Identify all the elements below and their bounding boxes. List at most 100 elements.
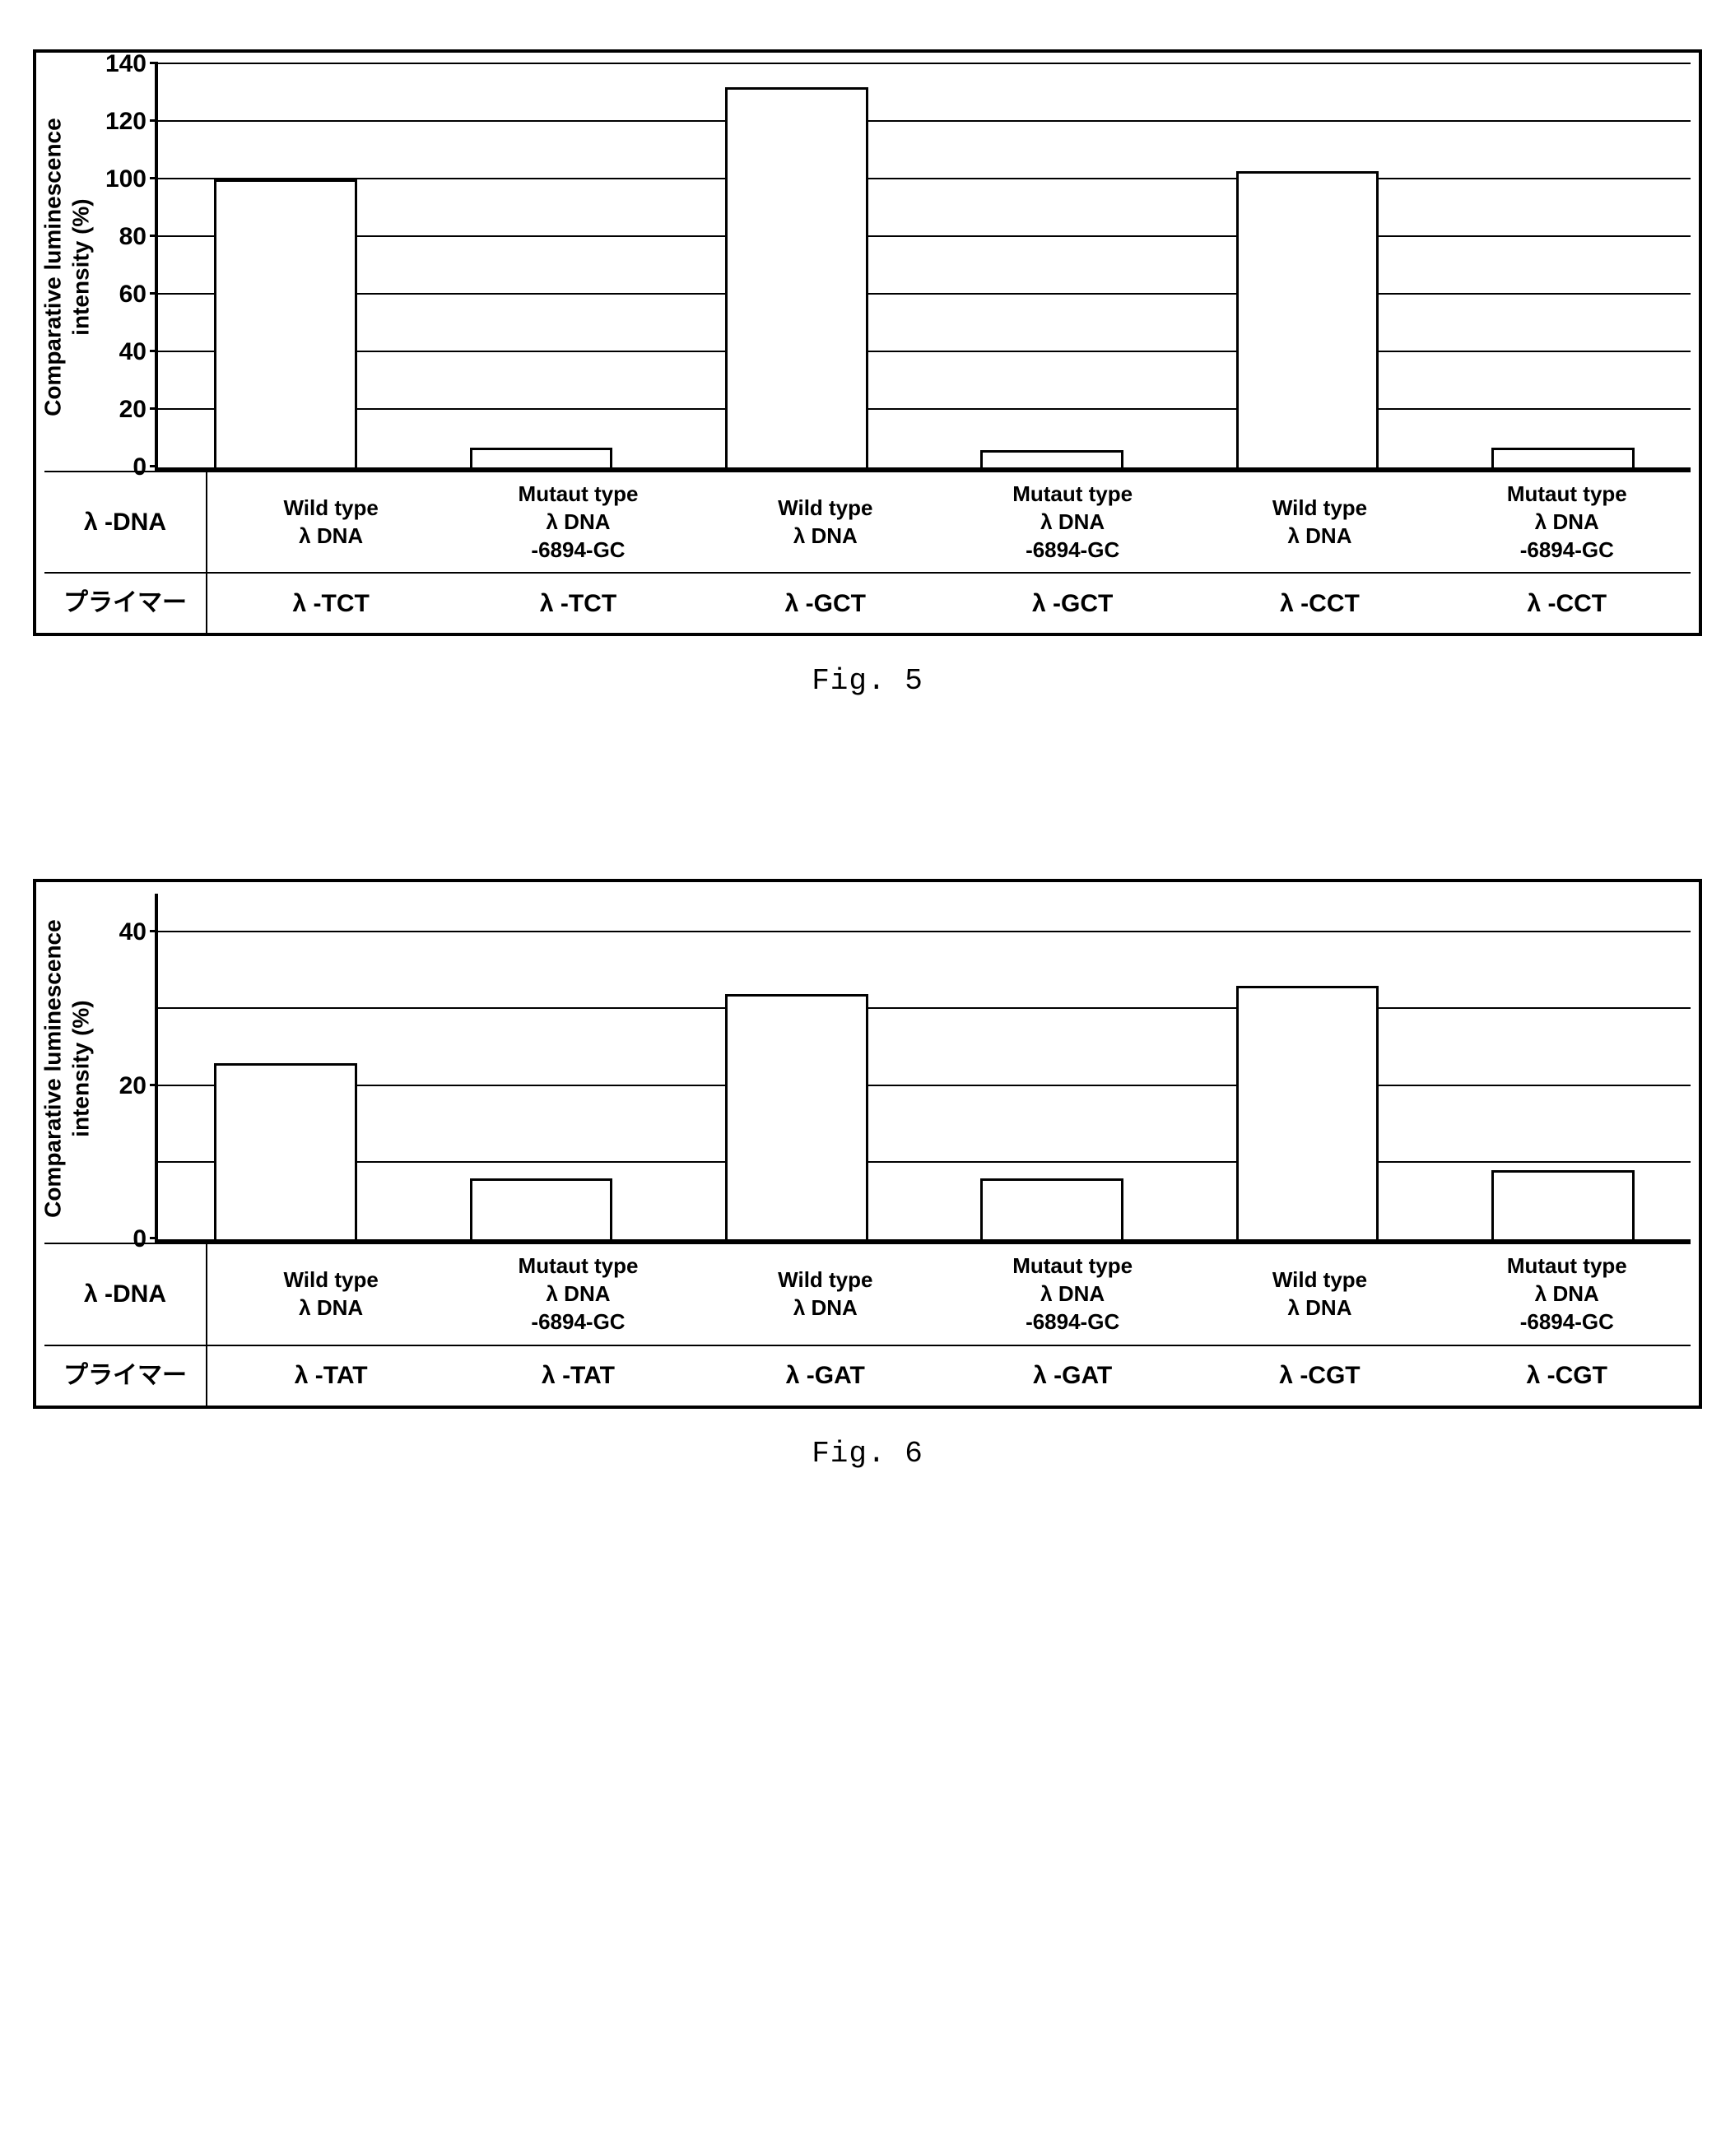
y-tick-mark bbox=[150, 177, 158, 179]
ylabel-line1: Comparative luminescence bbox=[40, 118, 65, 417]
table-row-dna: λ -DNAWild type λ DNAMutaut type λ DNA -… bbox=[44, 1243, 1691, 1344]
bar-slot bbox=[669, 64, 924, 467]
row-cells: Wild type λ DNAMutaut type λ DNA -6894-G… bbox=[207, 1244, 1691, 1344]
row-cells: λ -TCTλ -TCTλ -GCTλ -GCTλ -CCTλ -CCT bbox=[207, 574, 1691, 633]
dna-type-cell: Wild type λ DNA bbox=[702, 1244, 949, 1344]
bar bbox=[214, 179, 357, 467]
y-tick-mark bbox=[150, 235, 158, 237]
bar-slot bbox=[413, 894, 668, 1239]
dna-type-cell: Wild type λ DNA bbox=[207, 1244, 454, 1344]
y-tick-label: 100 bbox=[105, 165, 147, 193]
row-cells: Wild type λ DNAMutaut type λ DNA -6894-G… bbox=[207, 472, 1691, 572]
chart-container: Comparative luminescenceintensity (%) 0 20… bbox=[33, 49, 1702, 636]
dna-type-cell: Wild type λ DNA bbox=[1196, 472, 1443, 572]
y-tick-mark bbox=[150, 62, 158, 64]
bar bbox=[980, 1178, 1123, 1240]
y-tick-mark bbox=[150, 1084, 158, 1086]
bar bbox=[1236, 986, 1379, 1239]
chart-row: Comparative luminescenceintensity (%)020… bbox=[44, 894, 1691, 1243]
figure-block: Comparative luminescenceintensity (%) 0 20… bbox=[33, 49, 1702, 698]
dna-type-cell: Mutaut type λ DNA -6894-GC bbox=[1444, 472, 1691, 572]
y-tick-mark bbox=[150, 350, 158, 352]
y-tick-labels: 020406080100120140 bbox=[89, 64, 155, 467]
bar-slot bbox=[413, 64, 668, 467]
primer-cell: λ -CCT bbox=[1196, 574, 1443, 633]
primer-cell: λ -TAT bbox=[454, 1346, 701, 1406]
y-tick-label: 40 bbox=[119, 918, 147, 946]
dna-type-cell: Wild type λ DNA bbox=[702, 472, 949, 572]
ylabel-line1: Comparative luminescence bbox=[40, 919, 65, 1218]
y-axis-label: Comparative luminescenceintensity (%) bbox=[39, 919, 94, 1218]
row-head-dna: λ -DNA bbox=[44, 472, 207, 572]
dna-type-cell: Wild type λ DNA bbox=[1196, 1244, 1443, 1344]
bar bbox=[725, 994, 868, 1240]
y-tick-mark bbox=[150, 292, 158, 295]
y-axis-label-cell: Comparative luminescenceintensity (%) bbox=[44, 64, 89, 471]
plot-area bbox=[155, 64, 1691, 471]
bars-row bbox=[158, 64, 1691, 467]
primer-cell: λ -TAT bbox=[207, 1346, 454, 1406]
table-row-primer: プライマーλ -TCTλ -TCTλ -GCTλ -GCTλ -CCTλ -CC… bbox=[44, 572, 1691, 633]
bar bbox=[470, 1178, 613, 1240]
bar-slot bbox=[669, 894, 924, 1239]
y-tick-label: 60 bbox=[119, 281, 147, 309]
primer-cell: λ -CCT bbox=[1444, 574, 1691, 633]
dna-type-cell: Mutaut type λ DNA -6894-GC bbox=[454, 472, 701, 572]
y-tick-mark bbox=[150, 407, 158, 410]
bar-slot bbox=[924, 894, 1179, 1239]
primer-cell: λ -TCT bbox=[454, 574, 701, 633]
y-tick-mark bbox=[150, 119, 158, 122]
bar bbox=[470, 448, 613, 468]
row-head-dna: λ -DNA bbox=[44, 1244, 207, 1344]
bar bbox=[980, 450, 1123, 467]
bar bbox=[1491, 1170, 1635, 1239]
plot-area bbox=[155, 894, 1691, 1243]
figure-block: Comparative luminescenceintensity (%) 0 20… bbox=[33, 879, 1702, 1470]
y-tick-label: 120 bbox=[105, 108, 147, 136]
dna-type-cell: Mutaut type λ DNA -6894-GC bbox=[454, 1244, 701, 1344]
y-axis-label-cell: Comparative luminescenceintensity (%) bbox=[44, 894, 89, 1243]
y-tick-label: 80 bbox=[119, 223, 147, 251]
y-tick-label: 0 bbox=[133, 1225, 147, 1253]
primer-cell: λ -GCT bbox=[702, 574, 949, 633]
chart-row: Comparative luminescenceintensity (%)020… bbox=[44, 64, 1691, 471]
table-row-primer: プライマーλ -TATλ -TATλ -GATλ -GATλ -CGTλ -CG… bbox=[44, 1345, 1691, 1406]
dna-type-cell: Wild type λ DNA bbox=[207, 472, 454, 572]
y-tick-mark bbox=[150, 465, 158, 467]
y-tick-label: 40 bbox=[119, 338, 147, 366]
y-axis-label: Comparative luminescenceintensity (%) bbox=[39, 118, 94, 417]
row-head-primer: プライマー bbox=[44, 1346, 207, 1406]
y-tick-label: 20 bbox=[119, 1072, 147, 1100]
primer-cell: λ -TCT bbox=[207, 574, 454, 633]
table-row-dna: λ -DNAWild type λ DNAMutaut type λ DNA -… bbox=[44, 471, 1691, 572]
bar bbox=[1236, 171, 1379, 468]
dna-type-cell: Mutaut type λ DNA -6894-GC bbox=[949, 1244, 1196, 1344]
y-tick-label: 20 bbox=[119, 396, 147, 424]
bar bbox=[214, 1063, 357, 1240]
primer-cell: λ -GCT bbox=[949, 574, 1196, 633]
dna-type-cell: Mutaut type λ DNA -6894-GC bbox=[949, 472, 1196, 572]
y-tick-label: 0 bbox=[133, 453, 147, 481]
primer-cell: λ -GAT bbox=[702, 1346, 949, 1406]
figure-caption: Fig. 5 bbox=[33, 664, 1702, 698]
bar-slot bbox=[1435, 894, 1691, 1239]
bar-slot bbox=[1435, 64, 1691, 467]
dna-type-cell: Mutaut type λ DNA -6894-GC bbox=[1444, 1244, 1691, 1344]
y-tick-labels: 02040 bbox=[89, 894, 155, 1239]
chart-container: Comparative luminescenceintensity (%) 0 20… bbox=[33, 879, 1702, 1408]
row-head-primer: プライマー bbox=[44, 574, 207, 633]
bar-slot bbox=[924, 64, 1179, 467]
primer-cell: λ -CGT bbox=[1196, 1346, 1443, 1406]
bar-slot bbox=[1179, 894, 1435, 1239]
row-cells: λ -TATλ -TATλ -GATλ -GATλ -CGTλ -CGT bbox=[207, 1346, 1691, 1406]
y-tick-mark bbox=[150, 930, 158, 932]
primer-cell: λ -GAT bbox=[949, 1346, 1196, 1406]
bars-row bbox=[158, 894, 1691, 1239]
figure-caption: Fig. 6 bbox=[33, 1437, 1702, 1471]
y-tick-label: 140 bbox=[105, 50, 147, 78]
y-tick-mark bbox=[150, 1237, 158, 1239]
primer-cell: λ -CGT bbox=[1444, 1346, 1691, 1406]
bar bbox=[725, 87, 868, 467]
bar-slot bbox=[1179, 64, 1435, 467]
bar bbox=[1491, 448, 1635, 468]
